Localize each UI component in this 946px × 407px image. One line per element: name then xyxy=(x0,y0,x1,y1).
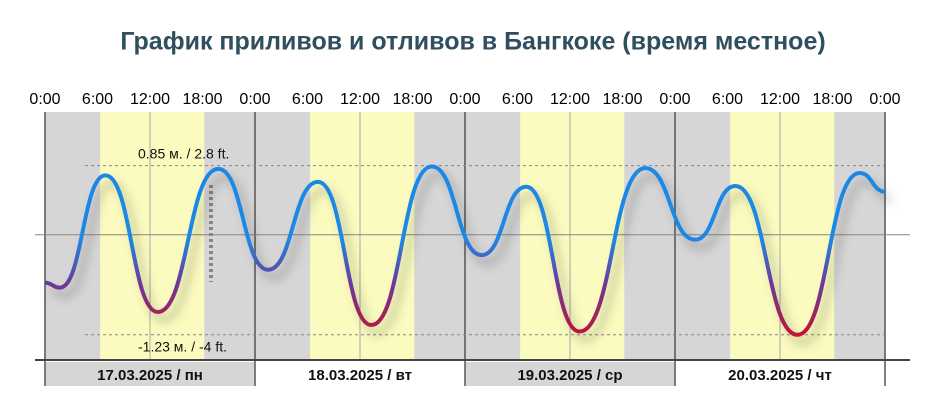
x-tick-label: 6:00 xyxy=(82,91,113,108)
daylight-band xyxy=(100,112,205,360)
x-tick-label: 12:00 xyxy=(760,91,800,108)
day-strip xyxy=(675,362,885,386)
x-tick-label: 0:00 xyxy=(659,91,690,108)
x-tick-label: 18:00 xyxy=(812,91,852,108)
x-tick-label: 0:00 xyxy=(869,91,900,108)
day-strip xyxy=(465,362,675,386)
day-label: 17.03.2025 / пн xyxy=(97,367,203,384)
tide-line xyxy=(44,164,886,337)
x-tick-label: 0:00 xyxy=(449,91,480,108)
x-tick-label: 0:00 xyxy=(239,91,270,108)
x-tick-label: 18:00 xyxy=(602,91,642,108)
day-strip xyxy=(45,362,255,386)
x-tick-label: 6:00 xyxy=(502,91,533,108)
chart-title: График приливов и отливов в Бангкоке (вр… xyxy=(120,28,825,56)
x-tick-label: 0:00 xyxy=(29,91,60,108)
day-strip xyxy=(255,362,465,386)
x-tick-label: 12:00 xyxy=(340,91,380,108)
x-tick-label: 12:00 xyxy=(130,91,170,108)
daylight-band xyxy=(520,112,625,360)
x-tick-label: 12:00 xyxy=(550,91,590,108)
x-tick-label: 6:00 xyxy=(712,91,743,108)
daylight-band xyxy=(310,112,415,360)
day-label: 18.03.2025 / вт xyxy=(308,367,412,384)
x-tick-label: 18:00 xyxy=(182,91,222,108)
annotation-label: 0.85 м. / 2.8 ft. xyxy=(138,145,229,161)
x-tick-label: 18:00 xyxy=(392,91,432,108)
day-label: 20.03.2025 / чт xyxy=(728,367,832,384)
day-label: 19.03.2025 / ср xyxy=(517,367,622,384)
annotation-label: -1.23 м. / -4 ft. xyxy=(138,338,227,354)
x-tick-label: 6:00 xyxy=(292,91,323,108)
